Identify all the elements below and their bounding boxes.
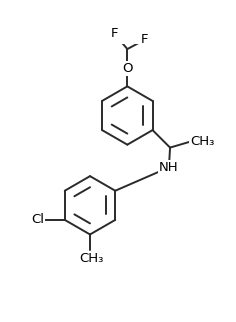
Text: CH₃: CH₃ xyxy=(79,252,103,265)
Text: F: F xyxy=(111,27,118,40)
Text: F: F xyxy=(141,33,149,46)
Text: O: O xyxy=(122,62,133,75)
Text: NH: NH xyxy=(159,161,179,174)
Text: CH₃: CH₃ xyxy=(190,135,214,148)
Text: Cl: Cl xyxy=(31,213,44,226)
